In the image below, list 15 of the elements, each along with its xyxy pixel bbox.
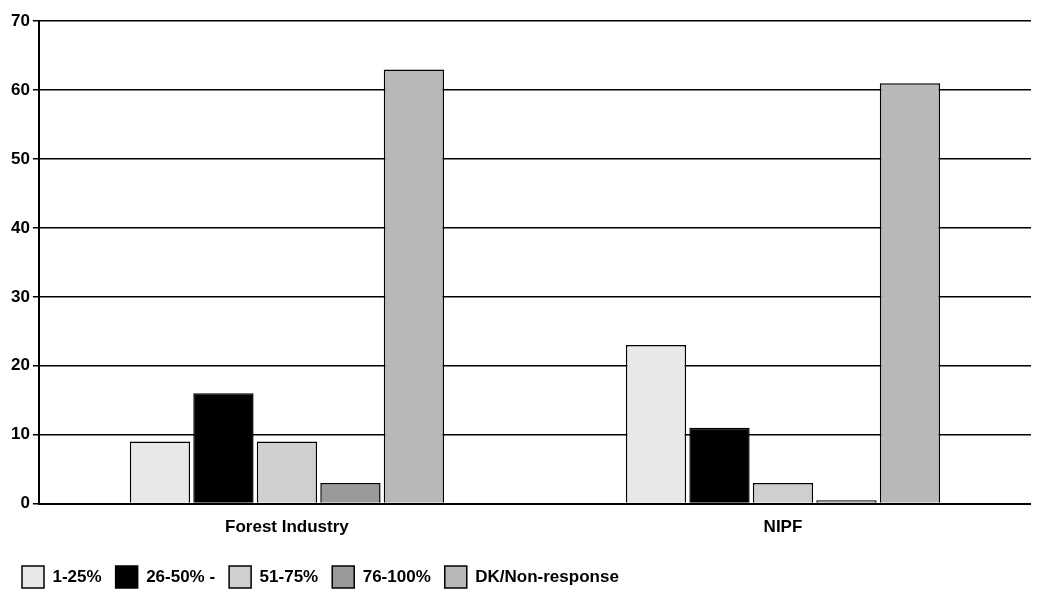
y-tick-label: 20	[10, 355, 30, 375]
y-tick-label: 60	[10, 79, 30, 99]
legend-label: DK/Non-response	[475, 566, 619, 586]
legend-label: 51-75%	[259, 566, 319, 586]
y-tick-label: 10	[10, 424, 30, 444]
y-tick-label: 0	[20, 493, 30, 513]
legend-label: 26-50% -	[146, 566, 216, 586]
legend-label: 76-100%	[362, 566, 431, 586]
x-tick-label: Forest Industry	[225, 517, 350, 537]
y-tick-label: 50	[10, 148, 30, 168]
y-tick-label: 40	[10, 217, 30, 237]
x-tick-label: NIPF	[763, 517, 803, 537]
y-tick-label: 30	[10, 286, 30, 306]
y-tick-label: 70	[10, 10, 30, 30]
legend-label: 1-25%	[52, 566, 102, 586]
